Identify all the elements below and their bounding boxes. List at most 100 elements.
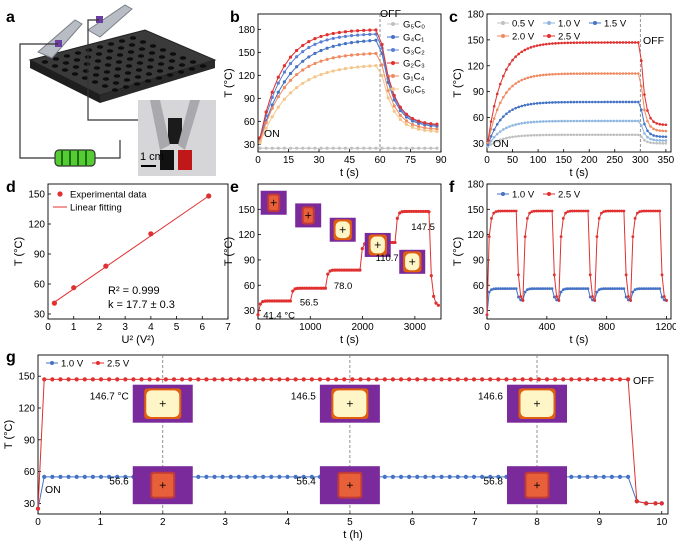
data-point <box>609 119 612 123</box>
data-point <box>625 474 631 479</box>
data-point <box>520 50 524 54</box>
data-point <box>573 209 576 213</box>
data-point <box>539 287 543 291</box>
data-point <box>644 209 648 213</box>
data-point <box>584 72 588 75</box>
data-point <box>577 287 581 291</box>
data-point <box>505 136 508 140</box>
x-tick-label: 2 <box>97 322 103 333</box>
y-tick-label: 60 <box>244 281 256 292</box>
data-point <box>356 52 360 57</box>
data-point <box>288 55 293 59</box>
data-point <box>523 103 527 107</box>
data-point <box>265 299 270 303</box>
data-point <box>551 42 554 45</box>
data-point <box>655 128 658 132</box>
data-point <box>508 209 511 213</box>
grid-hole <box>134 75 142 79</box>
data-point <box>188 377 193 382</box>
data-point <box>362 28 366 32</box>
data-point <box>520 134 524 138</box>
data-point <box>530 210 534 214</box>
data-point <box>435 127 439 131</box>
data-point <box>489 135 493 138</box>
data-point <box>548 209 552 213</box>
data-point <box>505 68 508 71</box>
panel-f: f 0 400 800 1200 30 60 90 120 150 180 t (s) T (°C) 1… <box>449 179 676 346</box>
data-point <box>642 287 646 291</box>
x-tick-label: 4 <box>148 322 154 333</box>
data-point <box>423 377 428 382</box>
data-point <box>613 209 617 213</box>
legend-marker <box>391 35 395 39</box>
y-axis-label: T (°C) <box>452 68 464 97</box>
legend-marker <box>501 192 505 196</box>
data-point <box>264 110 268 114</box>
data-point <box>505 112 508 116</box>
data-point <box>594 41 597 44</box>
data-point <box>603 72 606 75</box>
data-point <box>356 40 360 44</box>
data-point <box>503 287 507 291</box>
data-point <box>612 100 616 104</box>
data-point <box>566 133 570 137</box>
thermal-image-low <box>132 466 193 505</box>
data-point <box>325 38 329 42</box>
data-point <box>590 119 594 123</box>
data-point <box>517 134 520 138</box>
data-point <box>288 146 293 150</box>
data-point <box>270 106 274 110</box>
y-tick-label: 150 <box>28 190 45 201</box>
data-point <box>664 129 668 133</box>
data-point <box>282 146 287 150</box>
data-point <box>588 273 592 277</box>
y-tick-label: 30 <box>24 499 36 510</box>
data-point <box>532 74 536 78</box>
grid-hole <box>117 46 125 50</box>
data-point <box>412 209 416 214</box>
plot-frame <box>37 354 669 515</box>
grid-hole <box>83 62 91 66</box>
data-point <box>526 47 530 50</box>
data-point <box>264 126 268 131</box>
data-point <box>658 122 662 126</box>
data-point <box>550 287 554 291</box>
data-point <box>655 141 658 145</box>
data-point <box>270 90 274 94</box>
legend-marker <box>391 61 395 65</box>
data-point <box>349 41 354 45</box>
data-point <box>495 92 499 96</box>
annotation-low: 56.8 <box>484 476 504 487</box>
data-point <box>258 146 262 150</box>
thermal-image-low <box>507 466 568 505</box>
x-tick-label: 5 <box>347 517 353 528</box>
data-point <box>429 126 433 131</box>
data-point <box>501 209 505 213</box>
data-point <box>541 101 545 105</box>
legend-marker <box>547 21 551 25</box>
data-point <box>636 41 640 44</box>
data-point <box>282 64 287 68</box>
data-point <box>633 216 637 220</box>
data-point <box>492 104 496 108</box>
legend-label: 1.0 V <box>512 190 535 201</box>
data-point <box>439 474 444 479</box>
data-point <box>568 287 572 291</box>
data-point <box>661 135 665 138</box>
data-point <box>415 377 420 382</box>
annotation-high: 146.7 °C <box>90 392 129 403</box>
grid-hole <box>158 55 166 59</box>
data-point <box>575 41 579 44</box>
data-point <box>343 67 348 71</box>
grid-hole <box>111 88 119 92</box>
data-point <box>538 43 542 47</box>
data-point <box>492 128 496 132</box>
data-point <box>269 474 274 479</box>
y-tick-label: 180 <box>467 180 484 191</box>
data-point <box>535 74 539 78</box>
chart-f: 0 400 800 1200 30 60 90 120 150 180 t (s) T (°C) 1.0… <box>452 180 676 347</box>
x-tick-label: 3 <box>222 517 228 528</box>
data-point <box>626 295 630 298</box>
data-point <box>618 100 622 104</box>
data-point <box>519 295 523 298</box>
